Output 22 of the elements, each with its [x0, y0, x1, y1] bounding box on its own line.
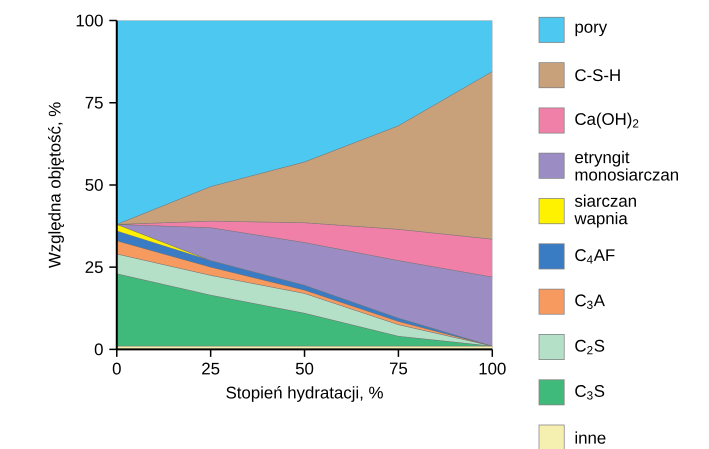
legend-label: C-S-H — [575, 69, 620, 81]
y-tick-label: 100 — [76, 14, 103, 26]
legend-label: Ca(OH)$_{2}$ — [575, 112, 638, 128]
x-tick-label: 25 — [202, 362, 220, 374]
legend-label: etryngit monosiarczan — [575, 150, 678, 181]
legend-label: C$_{3}$A — [575, 294, 605, 309]
x-tick-label: 0 — [112, 362, 121, 374]
legend-label: C$_{2}$S — [575, 340, 604, 354]
legend-label: C$_{4}$AF — [575, 249, 615, 264]
x-tick-label: 100 — [480, 362, 506, 374]
legend-label: pory — [576, 23, 608, 36]
x-axis-title: Stopień hydratacji, % — [226, 386, 383, 402]
x-tick-label: 50 — [296, 362, 314, 374]
legend-label: inne — [576, 431, 606, 444]
x-tick-label: 75 — [390, 362, 408, 374]
y-tick-label: 25 — [86, 261, 103, 273]
y-tick-label: 75 — [86, 96, 103, 108]
y-tick-label: 0 — [94, 343, 103, 356]
y-axis-title: Względna objętość, % — [48, 102, 64, 268]
y-tick-label: 50 — [85, 178, 103, 191]
legend-label: C$_{3}$S — [575, 384, 604, 400]
legend-label: siarczan wapnia — [574, 194, 636, 228]
